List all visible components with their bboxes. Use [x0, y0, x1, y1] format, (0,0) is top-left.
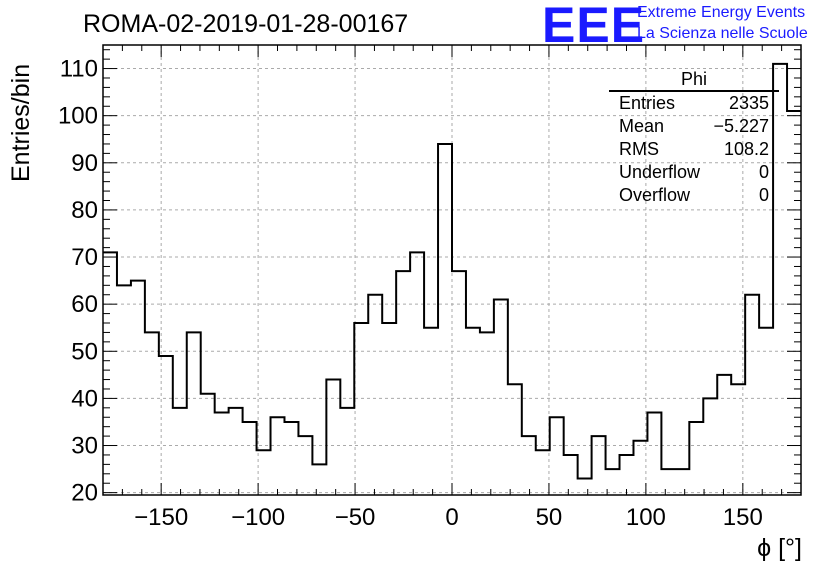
stats-value: 0 [758, 185, 769, 205]
histogram-bin [494, 299, 508, 495]
x-tick-label: −50 [335, 504, 376, 531]
histogram-bin [145, 332, 159, 495]
stats-row-overflow: Overflow 0 [609, 184, 779, 207]
histogram-bin [438, 144, 452, 495]
histogram-bin [340, 408, 354, 495]
histogram-bin [117, 285, 131, 495]
histogram-bin [187, 332, 201, 495]
y-tick-label: 50 [71, 338, 98, 365]
histogram-bin [271, 417, 285, 495]
histogram-bin [661, 469, 675, 495]
y-tick-label: 30 [71, 433, 98, 460]
histogram-bin [243, 422, 257, 495]
y-tick-label: 100 [58, 103, 98, 130]
y-tick-label: 40 [71, 385, 98, 412]
histogram-bin [298, 436, 312, 495]
histogram-bin [633, 441, 647, 495]
stats-value: −5.227 [713, 116, 769, 136]
stats-box-title: Phi [609, 68, 779, 92]
histogram-bin [215, 413, 229, 495]
x-axis-label: ϕ [°] [757, 534, 802, 562]
histogram-bin [410, 252, 424, 495]
histogram-bin [717, 375, 731, 495]
histogram-bin [103, 252, 117, 495]
stats-value: 0 [758, 162, 769, 182]
stats-key: RMS [619, 139, 659, 159]
histogram-bin [564, 455, 578, 495]
stats-row-underflow: Underflow 0 [609, 161, 779, 184]
histogram-bin [606, 469, 620, 495]
stats-value: 108.2 [723, 139, 769, 159]
histogram-bin [787, 111, 801, 495]
y-tick-label: 90 [71, 150, 98, 177]
histogram-bin [229, 408, 243, 495]
logo-subtitle-line1: Extreme Energy Events [637, 4, 806, 21]
histogram-bin [522, 436, 536, 495]
histogram-bin [396, 271, 410, 495]
histogram-bin [354, 323, 368, 495]
histogram-bin [689, 422, 703, 495]
stats-row-entries: Entries 2335 [609, 92, 779, 115]
histogram-bin [382, 323, 396, 495]
histogram-bin [592, 436, 606, 495]
histogram-bin [745, 295, 759, 495]
histogram-bin [675, 469, 689, 495]
x-tick-label: 100 [626, 504, 666, 531]
histogram-bin [703, 398, 717, 495]
stats-key: Mean [619, 116, 665, 136]
histogram-bin [257, 450, 271, 495]
histogram-bin [508, 384, 522, 495]
histogram-bin [466, 328, 480, 495]
histogram-bin [536, 450, 550, 495]
histogram-bin [452, 271, 466, 495]
histogram-bin [620, 455, 634, 495]
stats-key: Entries [619, 93, 676, 113]
y-tick-label: 60 [71, 291, 98, 318]
histogram-bin [131, 281, 145, 495]
x-tick-label: 50 [536, 504, 563, 531]
y-tick-label: 110 [60, 56, 98, 83]
histogram-bin [173, 408, 187, 495]
histogram-bin [480, 332, 494, 495]
histogram-bin [550, 417, 564, 495]
x-tick-label: −100 [231, 504, 285, 531]
x-tick-label: 0 [445, 504, 458, 531]
histogram-bin [368, 295, 382, 495]
stats-row-rms: RMS 108.2 [609, 138, 779, 161]
stats-row-mean: Mean −5.227 [609, 115, 779, 138]
x-tick-label: −150 [134, 504, 188, 531]
logo-subtitle-line2: La Scienza nelle Scuole [637, 25, 808, 42]
eee-logo: EEE [542, 0, 646, 53]
y-tick-label: 20 [71, 480, 98, 507]
run-title: ROMA-02-2019-01-28-00167 [83, 10, 409, 38]
histogram-bin [647, 413, 661, 495]
x-tick-label: 150 [723, 504, 763, 531]
histogram-series-line [103, 62, 801, 480]
y-axis-label: Entries/bin [7, 63, 35, 182]
y-tick-label: 70 [71, 244, 98, 271]
stats-key: Overflow [619, 185, 691, 205]
histogram-bin [201, 394, 215, 495]
y-tick-label: 80 [71, 197, 98, 224]
stats-key: Underflow [619, 162, 701, 182]
stats-box: Phi Entries 2335 Mean −5.227 RMS 108.2 U… [609, 68, 779, 207]
histogram-bin [284, 422, 298, 495]
histogram-bin [759, 328, 773, 495]
histogram-bin [326, 380, 340, 495]
histogram-bin [424, 328, 438, 495]
histogram-bin [312, 464, 326, 495]
stats-value: 2335 [728, 93, 769, 113]
